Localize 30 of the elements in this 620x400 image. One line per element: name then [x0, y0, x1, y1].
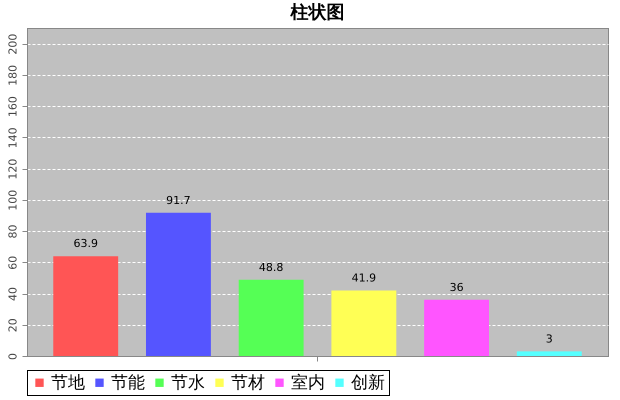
bar: [424, 300, 490, 356]
legend-label: 节水: [171, 372, 205, 393]
y-tick-label: 100: [6, 190, 20, 211]
data-label: 3: [546, 332, 553, 346]
y-tick-label: 140: [6, 127, 20, 148]
data-label: 63.9: [73, 237, 98, 250]
legend-label: 节能: [111, 372, 145, 393]
y-tick-label: 80: [6, 224, 20, 239]
y-tick-label: 180: [6, 64, 20, 86]
legend-label: 室内: [291, 372, 325, 393]
y-tick-label: 0: [6, 353, 20, 360]
y-tick-label: 60: [6, 256, 20, 270]
data-label: 91.7: [166, 194, 191, 207]
y-tick-label: 200: [6, 34, 20, 55]
y-tick-label: 20: [6, 318, 20, 332]
y-tick-label: 120: [6, 158, 20, 180]
y-tick-label: 40: [6, 287, 20, 302]
legend-label: 节材: [231, 372, 265, 393]
bar: [53, 256, 118, 356]
data-label: 36: [450, 280, 464, 294]
chart-title: 柱状图: [290, 2, 344, 23]
data-label: 48.8: [258, 260, 284, 274]
bar: [516, 351, 582, 356]
y-tick-label: 160: [6, 96, 20, 118]
bar: [146, 212, 211, 356]
bar: [331, 290, 396, 356]
bar: [238, 280, 304, 356]
legend-label: 节地: [51, 372, 85, 393]
data-label: 41.9: [352, 272, 376, 285]
legend-label: 创新: [351, 372, 385, 393]
